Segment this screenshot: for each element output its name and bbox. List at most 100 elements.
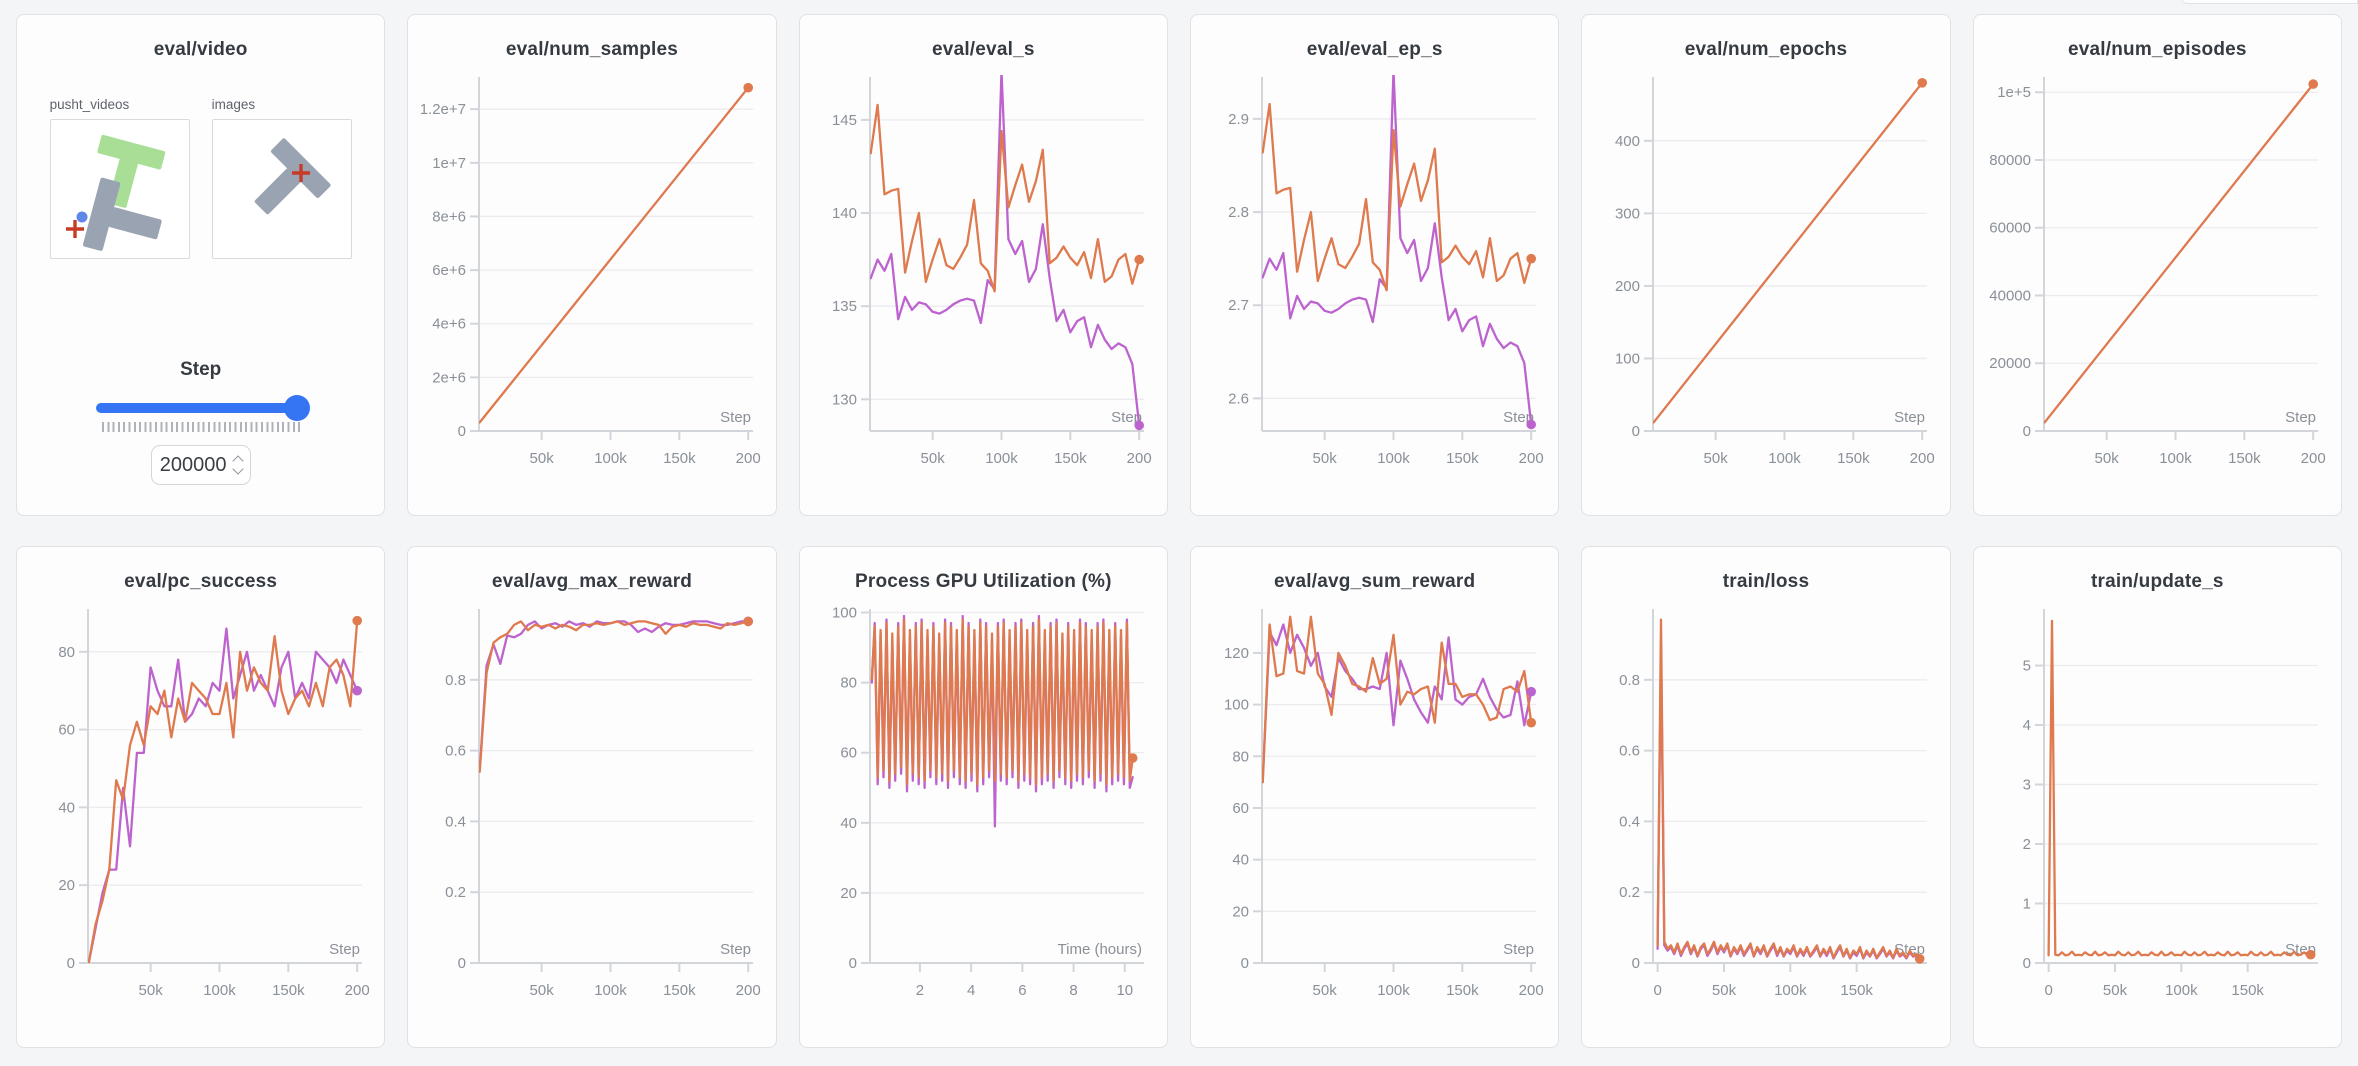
svg-text:6e+6: 6e+6 (432, 262, 466, 279)
chart-title: eval/avg_max_reward (491, 571, 693, 592)
svg-text:1e+7: 1e+7 (432, 155, 466, 172)
pusht-render-icon (65, 134, 165, 251)
step-input[interactable]: 200000 (150, 445, 251, 485)
line-chart: 0 20000 40000 60000 80000 1e+5 50k 100k 150k 200 S… (1990, 77, 2326, 467)
svg-text:0: 0 (66, 955, 74, 972)
chart-panel-eval-eval-s[interactable]: eval/eval_s 130 135 140 145 50k 100k 150k 200 St… (798, 14, 1168, 516)
svg-text:0: 0 (849, 955, 857, 972)
step-input-value: 200000 (159, 453, 227, 476)
svg-text:100: 100 (1615, 350, 1640, 367)
svg-text:50k: 50k (530, 982, 555, 999)
chart-panel-eval-num-epochs[interactable]: eval/num_epochs 0 100 200 300 400 50k 100k 150k… (1581, 14, 1951, 516)
chart-panel-eval-avg-max-reward[interactable]: eval/avg_max_reward 0 0.2 0.4 0.6 0.8 50k 100k… (407, 546, 777, 1048)
svg-text:Step: Step (1111, 409, 1142, 426)
chart-title: eval/num_episodes (2067, 39, 2247, 60)
svg-text:50k: 50k (921, 450, 946, 467)
svg-text:8: 8 (1070, 982, 1078, 999)
svg-text:150k: 150k (1054, 450, 1087, 467)
media-label: pusht_videos (49, 97, 130, 112)
chart-title: eval/avg_sum_reward (1274, 571, 1476, 592)
panel-eval-video: eval/video pusht_videos (16, 14, 386, 516)
svg-text:50k: 50k (1312, 982, 1337, 999)
chart-title: eval/pc_success (124, 571, 278, 592)
svg-text:145: 145 (832, 112, 857, 129)
svg-text:60: 60 (58, 722, 75, 739)
chart-panel-eval-avg-sum-reward[interactable]: eval/avg_sum_reward 0 20 40 60 80 100 120 50k 10… (1190, 546, 1560, 1048)
pusht-goal-icon (254, 138, 331, 215)
svg-text:0.8: 0.8 (445, 672, 466, 689)
svg-text:0: 0 (2045, 982, 2053, 999)
svg-text:8e+6: 8e+6 (432, 208, 466, 225)
svg-text:100k: 100k (594, 982, 627, 999)
svg-text:20: 20 (1232, 903, 1249, 920)
svg-text:3: 3 (2023, 777, 2031, 794)
line-chart: 0 2e+6 4e+6 6e+6 8e+6 1e+7 1.2e+7 50k 100k 150k 20… (420, 77, 761, 467)
slider-thumb[interactable] (283, 395, 310, 421)
svg-text:100k: 100k (2160, 450, 2193, 467)
svg-text:Time (hours): Time (hours) (1058, 941, 1142, 958)
chart-title: train/loss (1722, 571, 1810, 592)
svg-text:Step: Step (2285, 409, 2316, 426)
svg-text:50k: 50k (1712, 982, 1737, 999)
chart-panel-eval-num-samples[interactable]: eval/num_samples 0 2e+6 4e+6 6e+6 8e+6 1e+7 1.… (407, 14, 777, 516)
svg-text:50k: 50k (530, 450, 555, 467)
chart-title: eval/num_samples (505, 39, 679, 60)
svg-text:150k: 150k (272, 982, 305, 999)
chart-panel-eval-pc-success[interactable]: eval/pc_success 0 20 40 60 80 50k 100k 150k 200 S… (16, 546, 386, 1048)
svg-text:1.2e+7: 1.2e+7 (420, 101, 466, 118)
svg-text:150k: 150k (1446, 982, 1479, 999)
svg-text:20000: 20000 (1990, 355, 2032, 372)
svg-text:50k: 50k (138, 982, 163, 999)
svg-text:150k: 150k (1840, 982, 1873, 999)
svg-text:2.6: 2.6 (1228, 390, 1249, 407)
svg-text:80: 80 (58, 644, 75, 661)
svg-text:40000: 40000 (1990, 287, 2032, 304)
svg-text:50k: 50k (2095, 450, 2120, 467)
svg-text:100: 100 (1224, 697, 1249, 714)
svg-text:200: 200 (344, 982, 369, 999)
chart-panel-eval-eval-ep-s[interactable]: eval/eval_ep_s 2.6 2.7 2.8 2.9 50k 100k 150k 20… (1190, 14, 1560, 516)
svg-text:150k: 150k (1837, 450, 1870, 467)
svg-text:2e+6: 2e+6 (432, 369, 466, 386)
svg-text:150k: 150k (663, 450, 696, 467)
media-label: images (211, 97, 256, 112)
chart-panel-train-loss[interactable]: train/loss 0 0.2 0.4 0.6 0.8 0 50k 100k 150k Step (1581, 546, 1951, 1048)
svg-text:50k: 50k (2103, 982, 2128, 999)
step-slider[interactable] (95, 395, 310, 421)
svg-text:50k: 50k (1704, 450, 1729, 467)
svg-text:150k: 150k (2228, 450, 2261, 467)
chart-panel-gpu-utilization[interactable]: Process GPU Utilization (%) 0 20 40 60 80 100… (798, 546, 1168, 1048)
svg-text:0: 0 (458, 423, 466, 440)
svg-text:0.2: 0.2 (1619, 884, 1640, 901)
svg-text:150k: 150k (663, 982, 696, 999)
svg-text:200: 200 (2301, 450, 2326, 467)
svg-text:200: 200 (1127, 450, 1152, 467)
svg-text:0: 0 (1240, 955, 1248, 972)
svg-text:20: 20 (841, 885, 858, 902)
svg-text:150k: 150k (1446, 450, 1479, 467)
chart-panel-eval-num-episodes[interactable]: eval/num_episodes 0 20000 40000 60000 80000 1… (1972, 14, 2342, 516)
svg-text:0.4: 0.4 (445, 813, 466, 830)
partial-panel-edge (2180, 0, 2358, 4)
svg-text:300: 300 (1615, 205, 1640, 222)
pusht-image-thumbnail[interactable] (211, 119, 352, 259)
stepper-down-icon[interactable] (231, 463, 244, 475)
svg-text:6: 6 (1019, 982, 1027, 999)
svg-text:1: 1 (2023, 896, 2031, 913)
chart-title: eval/eval_s (932, 39, 1035, 60)
svg-text:2.8: 2.8 (1228, 204, 1249, 221)
chart-panel-train-update-s[interactable]: train/update_s 0 1 2 3 4 5 0 50k 100k 150k Step (1972, 546, 2342, 1048)
svg-text:140: 140 (832, 205, 857, 222)
svg-text:200: 200 (1615, 278, 1640, 295)
svg-text:Step: Step (720, 409, 751, 426)
svg-text:80000: 80000 (1990, 152, 2032, 169)
pusht-video-thumbnail[interactable] (49, 119, 190, 259)
line-chart: 0 100 200 300 400 50k 100k 150k 200 Step (1615, 77, 1935, 467)
svg-text:100k: 100k (203, 982, 236, 999)
svg-text:Step: Step (720, 941, 751, 958)
slider-track[interactable] (95, 403, 306, 413)
svg-text:2: 2 (2023, 836, 2031, 853)
stepper-buttons[interactable] (231, 455, 244, 475)
